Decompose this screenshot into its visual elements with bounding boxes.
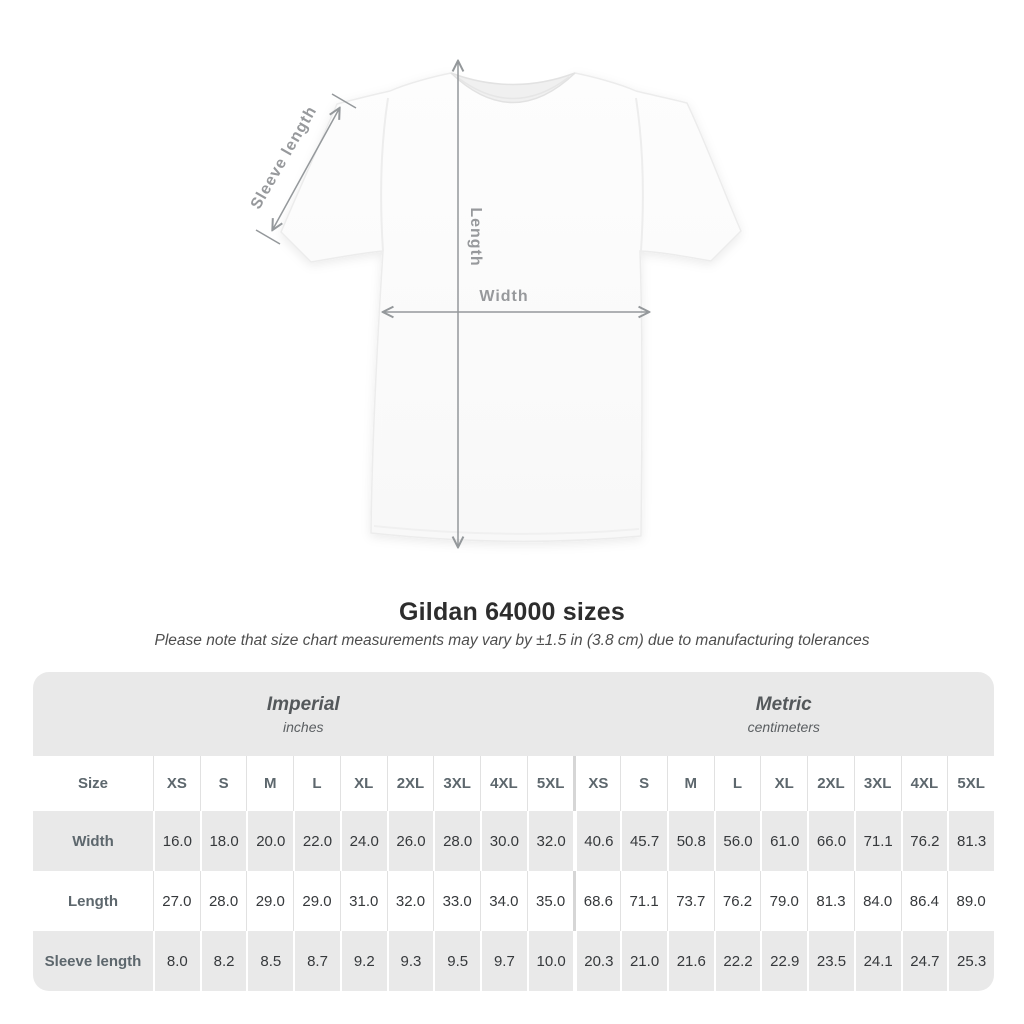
row-label: Sleeve length (33, 931, 153, 991)
size-col-metric-m: M (666, 756, 714, 811)
value-cell: 32.0 (526, 811, 574, 871)
value-cell: 68.6 (573, 871, 620, 931)
collar (450, 72, 576, 104)
value-cell: 86.4 (900, 871, 948, 931)
value-cell: 22.9 (760, 931, 808, 991)
value-cell: 23.5 (807, 931, 854, 991)
page-subtitle: Please note that size chart measurements… (154, 632, 870, 649)
size-col-imperial-m: M (246, 756, 293, 811)
size-col-imperial-s: S (199, 756, 247, 811)
unit-header-band: Imperial inches Metric centimeters (33, 672, 994, 756)
value-cell: 21.6 (666, 931, 714, 991)
value-cell: 24.0 (339, 811, 387, 871)
size-col-metric-xl: XL (760, 756, 807, 811)
value-cell: 28.0 (433, 811, 481, 871)
size-col-imperial-xs: XS (153, 756, 200, 811)
value-cell: 71.1 (620, 871, 667, 931)
size-col-metric-3xl: 3XL (853, 756, 901, 811)
size-col-metric-l: L (713, 756, 761, 811)
value-cell: 9.7 (480, 931, 527, 991)
size-col-imperial-5xl: 5XL (526, 756, 574, 811)
value-cell: 76.2 (900, 811, 948, 871)
value-cell: 29.0 (293, 871, 340, 931)
value-cell: 40.6 (573, 811, 621, 871)
page-title: Gildan 64000 sizes (399, 598, 625, 626)
value-cell: 34.0 (480, 871, 527, 931)
value-cell: 20.0 (246, 811, 294, 871)
value-cell: 81.3 (807, 871, 854, 931)
metric-unit: centimeters (747, 718, 820, 735)
row-label: Width (33, 811, 153, 871)
row-sleeve-length: Sleeve length 8.0 8.2 8.5 8.7 9.2 9.3 9.5 9.7 10.… (33, 931, 994, 991)
value-cell: 9.2 (339, 931, 387, 991)
size-column-header: Size (77, 775, 108, 792)
value-cell: 30.0 (480, 811, 527, 871)
value-cell: 21.0 (620, 931, 667, 991)
size-col-metric-xs: XS (573, 756, 620, 811)
value-cell: 50.8 (666, 811, 714, 871)
value-cell: 24.1 (853, 931, 901, 991)
row-label: Length (68, 892, 118, 910)
value-cell: 56.0 (713, 811, 761, 871)
sleeve-length-arrow (255, 93, 357, 245)
value-cell: 26.0 (386, 811, 434, 871)
size-col-metric-4xl: 4XL (900, 756, 948, 811)
value-cell: 76.2 (713, 871, 761, 931)
value-cell: 27.0 (153, 871, 200, 931)
size-col-metric-2xl: 2XL (807, 756, 854, 811)
size-col-imperial-xl: XL (339, 756, 387, 811)
value-cell: 9.5 (433, 931, 481, 991)
metric-label: Metric (755, 693, 812, 715)
size-col-metric-5xl: 5XL (947, 756, 994, 811)
value-cell: 32.0 (386, 871, 434, 931)
metric-header: Metric centimeters (574, 672, 995, 756)
value-cell: 9.3 (386, 931, 434, 991)
value-cell: 81.3 (947, 811, 994, 871)
imperial-unit: inches (283, 718, 324, 735)
value-cell: 8.2 (199, 931, 247, 991)
value-cell: 79.0 (760, 871, 807, 931)
value-cell: 10.0 (526, 931, 574, 991)
value-cell: 29.0 (246, 871, 293, 931)
value-cell: 61.0 (760, 811, 808, 871)
size-table: Imperial inches Metric centimeters Size … (33, 672, 994, 991)
size-col-imperial-2xl: 2XL (386, 756, 434, 811)
size-header-row: Size XS S M L XL 2XL 3XL 4XL 5XL XS S M L XL 2XL 3XL 4XL… (33, 756, 994, 811)
value-cell: 31.0 (339, 871, 387, 931)
tshirt-measurement-figure: Length Width Sleeve length (248, 0, 742, 592)
value-cell: 28.0 (199, 871, 247, 931)
value-cell: 25.3 (947, 931, 994, 991)
row-width: Width 16.0 18.0 20.0 22.0 24.0 26.0 28.0 30.0 32.… (33, 811, 994, 871)
value-cell: 22.0 (293, 811, 340, 871)
value-cell: 84.0 (853, 871, 901, 931)
imperial-header: Imperial inches (33, 672, 574, 756)
value-cell: 18.0 (199, 811, 247, 871)
size-col-imperial-3xl: 3XL (433, 756, 480, 811)
value-cell: 8.7 (293, 931, 340, 991)
tshirt-graphic (280, 72, 742, 543)
value-cell: 8.0 (153, 931, 200, 991)
value-cell: 89.0 (947, 871, 994, 931)
value-cell: 20.3 (573, 931, 621, 991)
length-label: Length (467, 207, 484, 266)
value-cell: 71.1 (853, 811, 901, 871)
row-length: Length 27.0 28.0 29.0 29.0 31.0 32.0 33.0 34.0 35… (33, 871, 994, 931)
imperial-label: Imperial (266, 693, 340, 715)
value-cell: 24.7 (900, 931, 948, 991)
value-cell: 73.7 (666, 871, 714, 931)
size-col-metric-s: S (620, 756, 667, 811)
width-label: Width (479, 288, 528, 305)
size-col-imperial-l: L (293, 756, 340, 811)
value-cell: 33.0 (433, 871, 480, 931)
value-cell: 35.0 (526, 871, 574, 931)
size-col-imperial-4xl: 4XL (480, 756, 527, 811)
value-cell: 22.2 (713, 931, 761, 991)
value-cell: 45.7 (620, 811, 667, 871)
value-cell: 66.0 (807, 811, 854, 871)
value-cell: 16.0 (153, 811, 200, 871)
value-cell: 8.5 (246, 931, 294, 991)
